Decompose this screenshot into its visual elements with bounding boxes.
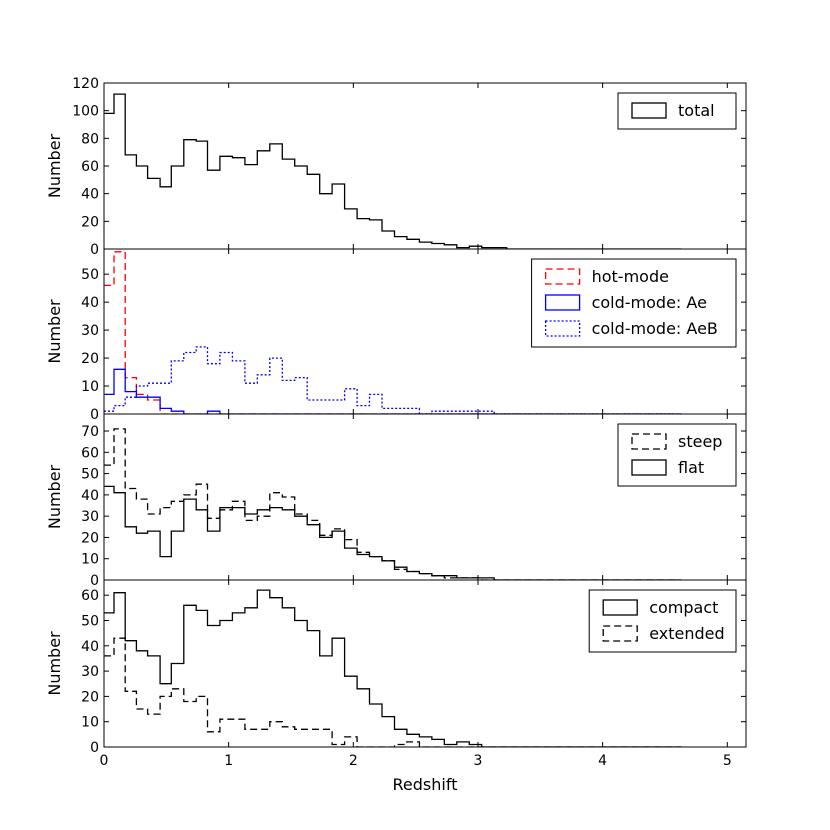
y-tick-label: 20 (81, 214, 99, 230)
y-tick-label: 40 (81, 639, 99, 655)
legend: hot-mode cold-mode: Ae cold-mode: AeB (531, 258, 737, 348)
series-cold-mode-aeb (104, 346, 682, 414)
legend-entry-label: total (678, 101, 715, 120)
y-tick-label: 40 (81, 488, 99, 504)
x-tick-label: 3 (474, 753, 483, 769)
legend: compact extended (588, 589, 737, 653)
x-tick-label: 1 (224, 753, 233, 769)
x-tick-label: 2 (349, 753, 358, 769)
y-tick-label: 60 (81, 445, 99, 461)
y-tick-label: 20 (81, 530, 99, 546)
series-total (104, 93, 682, 249)
y-tick-label: 0 (90, 407, 99, 423)
legend-entry-label: cold-mode: AeB (592, 319, 718, 338)
legend-swatch (602, 599, 638, 616)
x-tick-label: 5 (723, 753, 732, 769)
legend-entry-label: flat (678, 458, 704, 477)
legend-entry-label: hot-mode (592, 267, 669, 286)
y-axis-label: Number (45, 631, 64, 696)
y-tick-label: 30 (81, 323, 99, 339)
series-extended (104, 637, 682, 747)
panel-2: 0 10 20 30 40 50 Number hot-mode cold-mode: Ae co… (45, 248, 747, 423)
y-tick-label: 80 (81, 131, 99, 147)
legend-swatch (544, 294, 581, 311)
legend-swatch (544, 268, 581, 285)
y-tick-label: 10 (81, 715, 99, 731)
y-tick-label: 40 (81, 295, 99, 311)
y-tick-label: 100 (72, 104, 99, 120)
series-cold-mode-ae (104, 368, 682, 414)
y-axis-label: Number (45, 299, 64, 364)
legend-box (617, 92, 737, 130)
legend-entry-label: compact (649, 598, 718, 617)
legend-swatch (602, 625, 638, 642)
panel-4: 0 10 20 30 40 50 60 Number compact extended (45, 579, 747, 756)
y-tick-label: 0 (90, 242, 99, 258)
y-tick-label: 10 (81, 379, 99, 395)
y-tick-label: 30 (81, 509, 99, 525)
y-tick-label: 50 (81, 267, 99, 283)
legend-box (531, 258, 737, 348)
legend-swatch (631, 433, 667, 450)
y-tick-label: 70 (81, 424, 99, 440)
y-tick-label: 30 (81, 664, 99, 680)
x-tick-label: 4 (598, 753, 607, 769)
panel-1: 0 20 40 60 80 100 120 Number total (45, 76, 747, 258)
legend: total (617, 92, 737, 130)
x-tick-label: 0 (100, 753, 109, 769)
y-tick-label: 60 (81, 588, 99, 604)
y-axis-label: Number (45, 133, 64, 198)
panel-frame (103, 579, 747, 748)
legend-swatch (631, 102, 667, 119)
legend-box (588, 589, 737, 653)
legend-entry-label: steep (678, 432, 722, 451)
y-tick-label: 0 (90, 573, 99, 589)
panel-3: 0 10 20 30 40 50 60 70 Number steep flat (45, 413, 747, 589)
legend: steep flat (617, 423, 737, 487)
series-flat (104, 485, 682, 580)
y-tick-label: 10 (81, 552, 99, 568)
y-tick-label: 50 (81, 613, 99, 629)
series-hot-mode (104, 251, 682, 414)
y-tick-label: 20 (81, 689, 99, 705)
legend-swatch (544, 320, 581, 337)
series-steep (104, 428, 682, 580)
y-tick-label: 60 (81, 159, 99, 175)
legend-entry-label: cold-mode: Ae (592, 293, 707, 312)
legend-swatch (631, 459, 667, 476)
x-axis-label: Redshift (393, 775, 458, 794)
y-tick-label: 50 (81, 467, 99, 483)
series-compact (104, 589, 682, 747)
x-axis: 0 1 2 3 4 5 Redshift (100, 753, 732, 794)
y-tick-label: 20 (81, 351, 99, 367)
y-tick-label: 0 (90, 740, 99, 756)
legend-entry-label: extended (649, 624, 724, 643)
panels-group: 020406080100120Numbertotal01020304050Num… (45, 76, 747, 756)
y-axis-label: Number (45, 464, 64, 529)
y-tick-label: 120 (72, 76, 99, 92)
y-tick-label: 40 (81, 187, 99, 203)
